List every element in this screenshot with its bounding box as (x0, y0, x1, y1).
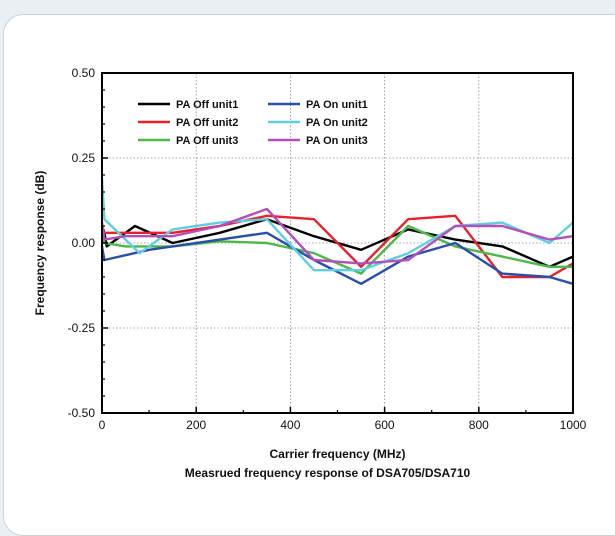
x-tick-label: 1000 (560, 418, 587, 432)
x-axis-label: Carrier frequency (MHz) (269, 447, 405, 461)
y-tick-label: 0.50 (72, 66, 96, 80)
legend-label: PA On unit3 (306, 135, 368, 147)
line-chart: 0 200 400 600 800 1000-0.50-0.250.000.250.50 … (33, 66, 587, 480)
series-lines (100, 178, 574, 285)
legend-label: PA Off unit3 (176, 135, 238, 147)
x-tick-label: 400 (280, 418, 300, 432)
y-tick-label: 0.25 (72, 151, 96, 165)
y-tick-label: -0.50 (68, 406, 96, 420)
axis-ticks: 0 200 400 600 800 1000 -0.50 -0.25 0.00 0.25 0.50 (68, 66, 587, 432)
chart-caption: Measrued frequency response of DSA705/DS… (185, 466, 471, 480)
legend-label: PA On unit2 (306, 117, 368, 129)
x-tick-label: 200 (186, 418, 206, 432)
y-tick-label: -0.25 (68, 321, 96, 335)
legend-label: PA Off unit2 (176, 117, 238, 129)
y-axis-label: Frequency response (dB) (33, 171, 47, 316)
legend-label: PA On unit1 (306, 99, 368, 111)
legend: PA Off unit1 PA On unit1 PA Off unit2 PA On… (138, 99, 368, 147)
x-tick-label: 800 (469, 418, 489, 432)
x-tick-label: 600 (375, 418, 395, 432)
series-line-pa-on-unit2 (100, 178, 574, 272)
series-line-pa-on-unit3 (100, 207, 574, 265)
y-tick-label: 0.00 (72, 236, 96, 250)
x-tick-label: 0 (99, 418, 106, 432)
series-line-pa-off-unit3 (100, 224, 573, 275)
grid-lines (102, 73, 573, 413)
series-line-pa-off-unit2 (101, 214, 574, 279)
legend-label: PA Off unit1 (176, 99, 238, 111)
